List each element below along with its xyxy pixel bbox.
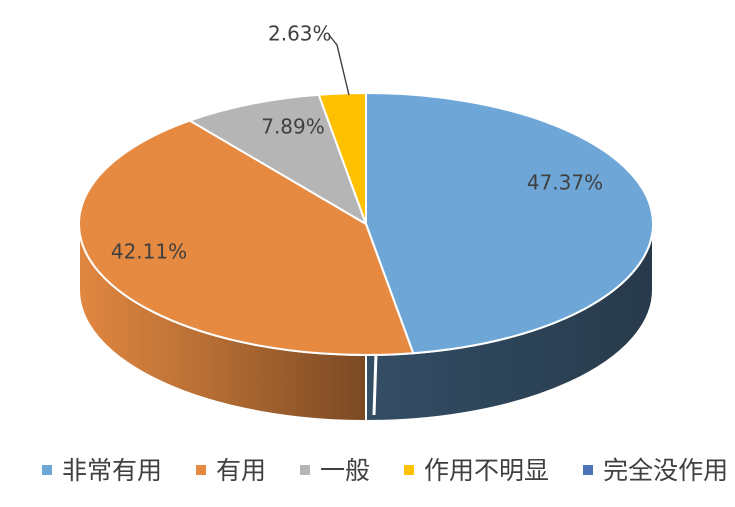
slice-4 bbox=[317, 91, 367, 225]
legend-swatch-unclear-effect bbox=[404, 465, 415, 475]
legend-label-unclear-effect: 作用不明显 bbox=[424, 455, 550, 485]
slice-label-2: 42.11% bbox=[111, 240, 187, 264]
slice-label-4: 2.63% bbox=[268, 22, 332, 46]
pie-top bbox=[78, 91, 654, 356]
legend-item-useful: 有用 bbox=[196, 458, 266, 483]
legend-label-no-effect: 完全没作用 bbox=[603, 455, 729, 485]
legend-label-average: 一般 bbox=[320, 455, 371, 485]
slice-label-1: 47.37% bbox=[527, 171, 603, 195]
legend-item-unclear-effect: 作用不明显 bbox=[404, 458, 549, 483]
slice-3 bbox=[187, 93, 368, 227]
legend-swatch-no-effect bbox=[583, 465, 594, 475]
chart-legend: 非常有用 有用 一般 作用不明显 完全没作用 bbox=[42, 450, 728, 490]
legend-item-no-effect: 完全没作用 bbox=[583, 458, 728, 483]
slice-labels: 47.37% 42.11% 7.89% 2.63% bbox=[111, 22, 603, 264]
legend-swatch-very-useful bbox=[42, 465, 52, 475]
slice-1 bbox=[365, 91, 654, 355]
legend-swatch-useful bbox=[196, 465, 207, 475]
legend-item-very-useful: 非常有用 bbox=[42, 458, 162, 483]
legend-label-very-useful: 非常有用 bbox=[62, 455, 163, 485]
slice-2 bbox=[78, 119, 415, 356]
legend-item-average: 一般 bbox=[300, 458, 370, 483]
slice-label-3: 7.89% bbox=[261, 115, 325, 139]
slice-divider bbox=[372, 353, 378, 416]
legend-swatch-average bbox=[300, 465, 311, 475]
leader-line-unclear-effect bbox=[328, 34, 350, 96]
legend-label-useful: 有用 bbox=[216, 455, 267, 485]
